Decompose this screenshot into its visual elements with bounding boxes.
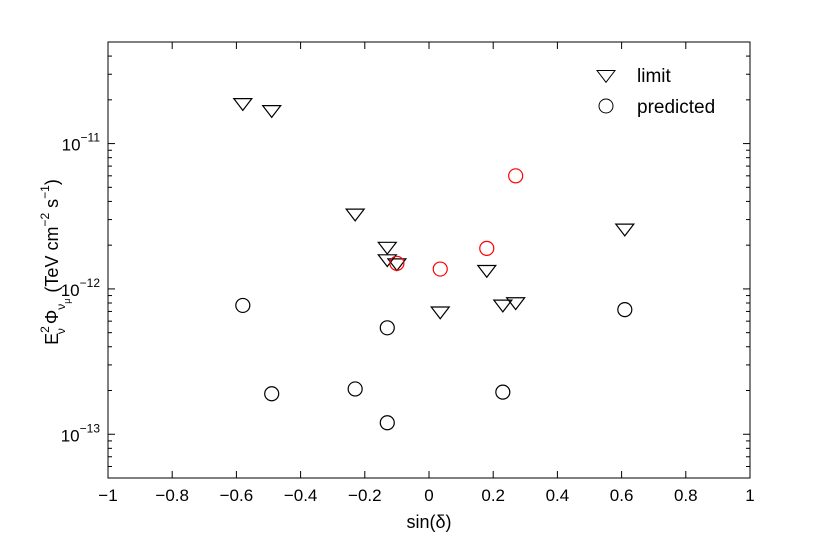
x-tick-label: −1 bbox=[98, 486, 117, 505]
predicted-circle-marker bbox=[235, 297, 251, 314]
x-axis-label: sin(δ) bbox=[406, 512, 451, 532]
legend-marker-limit bbox=[595, 70, 617, 84]
x-tick-label: −0.2 bbox=[348, 486, 382, 505]
ylabel-unit-open: (TeV cm bbox=[42, 227, 62, 293]
data-points bbox=[232, 98, 636, 431]
y-tick-label: 10−13 bbox=[61, 421, 101, 445]
limit-triangle-marker bbox=[232, 98, 254, 112]
limit-triangle-marker bbox=[492, 299, 514, 313]
ylabel-Phi-subscript: ν bbox=[54, 304, 68, 310]
x-tick-label: 0.2 bbox=[481, 486, 505, 505]
x-tick-label: −0.8 bbox=[155, 486, 189, 505]
legend-label-predicted: predicted bbox=[637, 97, 715, 118]
predicted-circle-marker bbox=[379, 320, 395, 336]
y-tick-exponent: −12 bbox=[80, 276, 101, 290]
limit-triangle-marker bbox=[377, 254, 398, 268]
limit-triangle-marker bbox=[377, 241, 398, 256]
limit-triangle-marker bbox=[505, 297, 526, 311]
predicted-circle-marker bbox=[347, 381, 363, 397]
series-2-circle-marker bbox=[389, 255, 405, 271]
ylabel-s: s bbox=[42, 199, 62, 213]
limit-triangle-marker bbox=[344, 208, 366, 222]
series-2-circle-marker bbox=[479, 240, 495, 257]
limit-triangle-marker bbox=[614, 223, 636, 237]
ylabel-Phi: Φ bbox=[42, 310, 62, 324]
x-tick-label: 1 bbox=[745, 486, 754, 505]
x-tick-label: −0.4 bbox=[284, 486, 318, 505]
x-tick-label: 0 bbox=[424, 486, 433, 505]
ylabel-E-subscript: ν bbox=[54, 328, 68, 334]
legend-marker-predicted bbox=[598, 98, 614, 114]
limit-triangle-marker bbox=[386, 258, 408, 272]
y-tick-base: 10 bbox=[62, 136, 81, 155]
limit-triangle-marker bbox=[261, 105, 282, 119]
ylabel-s-exponent: −1 bbox=[38, 185, 52, 199]
predicted-circle-marker bbox=[264, 386, 280, 402]
limit-triangle-marker bbox=[476, 264, 497, 279]
y-tick-base: 10 bbox=[61, 426, 80, 445]
legend-label-limit: limit bbox=[637, 66, 671, 87]
ylabel-unit-close: ) bbox=[42, 179, 62, 185]
x-tick-label: 0.4 bbox=[546, 486, 570, 505]
x-tick-label: 0.8 bbox=[674, 486, 698, 505]
x-axis-ticks: −1 −0.8 −0.6 −0.4 −0.2 0 0.2 0.4 0.6 0.8 1 bbox=[98, 42, 755, 505]
y-tick-base: 10 bbox=[61, 281, 80, 300]
series-2-circle-marker bbox=[508, 168, 524, 184]
ylabel-E-exponent: 2 bbox=[38, 326, 52, 333]
y-tick-exponent: −13 bbox=[80, 421, 101, 435]
predicted-circle-marker bbox=[617, 302, 633, 318]
ylabel-Phi-subsubscript: μ bbox=[62, 299, 72, 304]
predicted-circle-marker bbox=[495, 384, 511, 400]
predicted-circle-marker bbox=[379, 415, 395, 431]
ylabel-E: E bbox=[42, 333, 62, 345]
legend: limit predicted bbox=[595, 66, 715, 118]
series-2-circle-marker bbox=[432, 261, 448, 277]
ylabel-cm-exponent: −2 bbox=[38, 213, 52, 227]
x-tick-label: 0.6 bbox=[610, 486, 634, 505]
y-axis-label: E2 νΦνμ(TeV cm−2 s−1) bbox=[38, 179, 72, 345]
y-tick-exponent: −11 bbox=[81, 131, 101, 145]
x-tick-label: −0.6 bbox=[220, 486, 254, 505]
limit-triangle-marker bbox=[430, 306, 451, 320]
y-tick-label: 10−11 bbox=[62, 131, 101, 155]
y-tick-label: 10−12 bbox=[61, 276, 101, 300]
